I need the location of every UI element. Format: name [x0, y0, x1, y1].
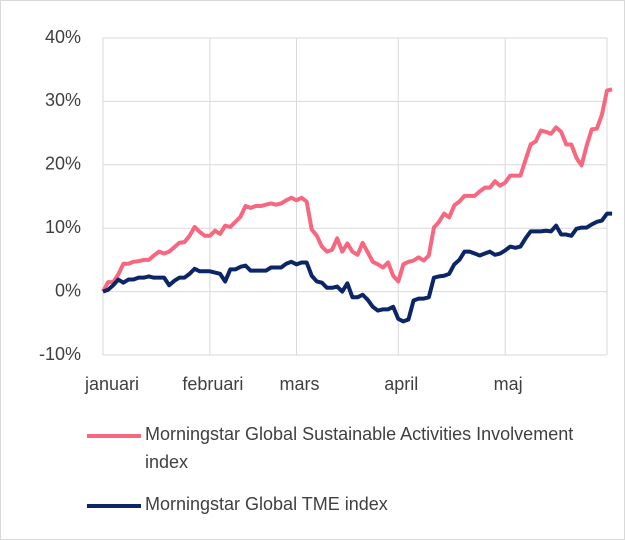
- y-tick-label: 30%: [45, 90, 81, 110]
- y-tick-label: 10%: [45, 217, 81, 237]
- y-tick-label: 20%: [45, 154, 81, 174]
- x-tick-label: maj: [494, 374, 523, 394]
- legend-label: Morningstar Global TME index: [145, 494, 388, 514]
- chart: -10% 0% 10% 20% 30% 40% januari februari mars apr…: [39, 27, 613, 394]
- legend: Morningstar Global Sustainable Activitie…: [0, 420, 625, 532]
- legend-label: Morningstar Global Sustainable Activitie…: [145, 424, 574, 472]
- y-tick-label: 40%: [45, 27, 81, 47]
- legend-swatch: [87, 504, 141, 508]
- y-tick-label: 0%: [55, 280, 81, 300]
- x-tick-label: januari: [84, 374, 139, 394]
- x-tick-label: mars: [279, 374, 319, 394]
- series-line: [101, 87, 613, 293]
- y-tick-label: -10%: [39, 344, 81, 364]
- x-tick-label: februari: [182, 374, 243, 394]
- x-tick-label: april: [384, 374, 418, 394]
- legend-item: Morningstar Global Sustainable Activitie…: [0, 420, 625, 476]
- legend-item: Morningstar Global TME index: [0, 490, 625, 518]
- legend-swatch: [87, 434, 141, 438]
- series-line: [102, 211, 613, 324]
